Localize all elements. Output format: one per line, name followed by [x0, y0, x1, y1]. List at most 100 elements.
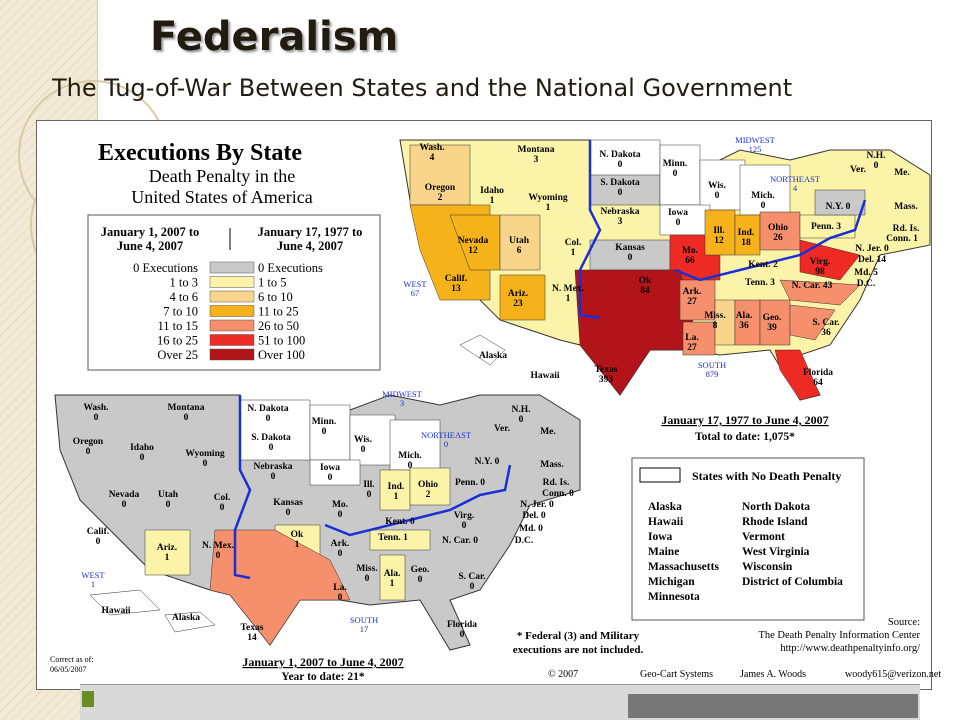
- state-label: Kent. 2: [748, 260, 778, 270]
- state-label: N. Dakota 0: [599, 150, 640, 170]
- legend-row-right: Over 100: [258, 348, 305, 362]
- state-label: Wyoming 1: [528, 193, 567, 213]
- legend-row-right: 1 to 5: [258, 276, 286, 290]
- state-label: Mich. 0: [751, 191, 774, 211]
- no-dp-state: Iowa: [648, 531, 673, 543]
- state-label: Texas 14: [241, 623, 264, 643]
- region-label-west: WEST 67: [403, 279, 427, 298]
- no-dp-state: Minnesota: [648, 591, 700, 603]
- state-label: Penn. 3: [811, 222, 841, 232]
- legend-row-right: 26 to 50: [258, 319, 299, 333]
- state-label: N.Y. 0: [475, 457, 500, 467]
- state-label: S. Dakota 0: [600, 178, 640, 198]
- state-label: Wis. 0: [354, 435, 372, 455]
- no-dp-state: Vermont: [742, 531, 785, 543]
- state-label: Wash. 0: [83, 403, 108, 423]
- state-label: Calif. 0: [87, 527, 109, 547]
- slide-subtitle: The Tug-of-War Between States and the Na…: [52, 74, 793, 102]
- legend-row-left: 16 to 25: [157, 334, 198, 348]
- footnote-line2: executions are not included.: [513, 644, 644, 656]
- state-label: Calif. 13: [445, 274, 467, 294]
- state-label: Ok 84: [639, 276, 652, 296]
- no-dp-state: Wisconsin: [742, 561, 793, 573]
- state-label: Wyoming 0: [185, 449, 224, 469]
- no-dp-state: Maine: [648, 546, 679, 558]
- state-label: Ohio 2: [418, 480, 438, 500]
- legend-row-right: 11 to 25: [258, 305, 299, 319]
- state-label: Conn. 0: [542, 489, 574, 499]
- state-label: Mass.: [894, 202, 918, 212]
- no-dp-state: Massachusetts: [648, 561, 719, 573]
- state-label: Del. 14: [858, 255, 886, 265]
- state-label: Oregon 0: [73, 437, 104, 457]
- state-label: N.H. 0: [867, 151, 886, 171]
- state-label: Ind. 18: [738, 228, 755, 248]
- legend-col2-header: June 4, 2007: [277, 239, 343, 253]
- no-dp-state: North Dakota: [742, 501, 810, 513]
- state-label: Virg. 0: [454, 511, 475, 531]
- state-label: N.H. 0: [512, 405, 531, 425]
- state-label: N. Jer. 0: [855, 244, 889, 254]
- bottom-us-map: [54, 394, 581, 651]
- state-label: Iowa 0: [668, 208, 688, 228]
- no-dp-state: Michigan: [648, 576, 695, 588]
- state-label: Geo. 39: [763, 313, 782, 333]
- state-label: Rd. Is.: [893, 224, 920, 234]
- state-label: Utah 0: [158, 490, 179, 510]
- legend-swatch: [209, 334, 255, 346]
- state-label: Mo. 0: [332, 500, 348, 520]
- state-label: Montana 0: [168, 403, 205, 423]
- legend-row-left: Over 25: [157, 348, 198, 362]
- legend-swatch: [209, 319, 255, 332]
- footnote-line1: * Federal (3) and Military: [517, 630, 640, 642]
- state-label: Tenn. 1: [378, 533, 408, 543]
- state-label: Florida 0: [447, 620, 477, 640]
- state-label: Virg. 98: [810, 257, 831, 277]
- state-label: Col. 1: [565, 238, 582, 258]
- source-label: Source:: [888, 617, 920, 628]
- legend-col2-header: January 17, 1977 to: [258, 225, 363, 239]
- no-dp-state: District of Columbia: [742, 576, 843, 588]
- credit-copyright: © 2007: [548, 669, 578, 680]
- source-badge: [628, 694, 918, 718]
- correct-as-of-date: 06/05/2007: [50, 665, 86, 674]
- state-label: Tenn. 3: [745, 278, 775, 288]
- state-label: Hawaii: [101, 606, 130, 616]
- source-name: The Death Penalty Information Center: [758, 630, 920, 641]
- state-label: Montana 3: [518, 145, 555, 165]
- state-label: Ok 1: [291, 530, 304, 550]
- legend-row-right: 6 to 10: [258, 290, 293, 304]
- state-label: N.Y. 0: [826, 202, 851, 212]
- bottom-total: Year to date: 21*: [281, 671, 364, 683]
- region-label-west: WEST 1: [81, 570, 105, 589]
- legend-row-left: 0 Executions: [133, 261, 198, 275]
- no-dp-title: States with No Death Penalty: [692, 469, 841, 483]
- no-dp-state: Rhode Island: [742, 516, 808, 528]
- region-label-south: SOUTH 879: [698, 360, 726, 379]
- region-label-midwest: MIDWEST 3: [382, 389, 422, 408]
- state-label: S. Dakota 0: [251, 433, 291, 453]
- state-label: Me.: [894, 168, 910, 178]
- state-label: Col. 0: [214, 493, 231, 513]
- state-label: Minn. 0: [663, 159, 688, 179]
- correct-as-of: Correct as of:: [50, 655, 94, 664]
- state-label: Ark. 0: [331, 539, 350, 559]
- state-label: Alaska: [172, 613, 200, 623]
- credit-email: woody615@verizon.net: [845, 669, 941, 680]
- state-label: Ariz. 1: [157, 543, 177, 563]
- state-label: Ariz. 23: [508, 289, 528, 309]
- state-label: Oregon 2: [425, 183, 456, 203]
- state-label: Ill. 0: [363, 480, 374, 500]
- bottom-caption: January 1, 2007 to June 4, 2007: [242, 655, 403, 669]
- state-label: Kent. 0: [385, 517, 415, 527]
- source-url: http://www.deathpenaltyinfo.org/: [780, 643, 920, 654]
- state-label: N. Dakota 0: [247, 404, 288, 424]
- region-label-northeast: NORTHEAST 0: [421, 430, 472, 449]
- map-subtitle-line2: United States of America: [131, 187, 312, 207]
- state-label: Alaska: [479, 351, 507, 361]
- state-label: Del. 0: [522, 511, 545, 521]
- state-label: Kansas 0: [273, 498, 303, 518]
- state-label: S. Car. 0: [458, 572, 485, 592]
- state-label: Miss. 8: [704, 311, 725, 331]
- state-label: Nebraska 0: [253, 462, 292, 482]
